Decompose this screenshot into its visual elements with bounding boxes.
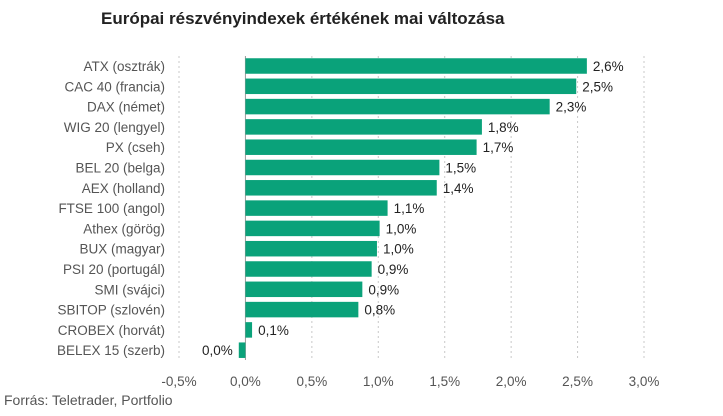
- bar: [245, 78, 577, 95]
- category-label: WIG 20 (lengyel): [64, 120, 165, 135]
- bar: [245, 159, 440, 176]
- value-label: 0,9%: [368, 282, 399, 297]
- x-tick-label: 2,5%: [562, 374, 593, 389]
- bar: [245, 98, 550, 115]
- x-tick-label: -0,5%: [161, 374, 196, 389]
- category-label: ATX (osztrák): [83, 59, 165, 74]
- category-label: BUX (magyar): [79, 242, 165, 257]
- category-label: PSI 20 (portugál): [63, 262, 165, 277]
- bar: [245, 220, 380, 237]
- x-tick-label: 2,0%: [496, 374, 527, 389]
- category-label: DAX (német): [87, 100, 165, 115]
- category-label: AEX (holland): [82, 181, 165, 196]
- labels: -0,5% 0,0% 0,5% 1,0% 1,5% 2,0% 2,5% 3,0% ATX (os…: [57, 59, 659, 389]
- value-label: 1,7%: [483, 140, 514, 155]
- value-label: 1,5%: [445, 161, 476, 176]
- bar: [245, 281, 363, 298]
- value-label: 1,8%: [488, 120, 519, 135]
- x-tick-label: 3,0%: [629, 374, 660, 389]
- x-tick-label: 0,5%: [296, 374, 327, 389]
- category-label: BELEX 15 (szerb): [57, 343, 165, 358]
- x-tick-label: 1,5%: [429, 374, 460, 389]
- value-label: 0,9%: [378, 262, 409, 277]
- bars: [238, 58, 587, 358]
- category-label: BEL 20 (belga): [75, 161, 165, 176]
- bar: [245, 180, 437, 196]
- bar: [245, 200, 388, 216]
- source-note: Forrás: Teletrader, Portfolio: [4, 392, 173, 408]
- value-label: 0,1%: [258, 323, 289, 338]
- bar: [238, 342, 246, 358]
- x-tick-label: 0,0%: [230, 374, 261, 389]
- category-label: CAC 40 (francia): [64, 79, 165, 94]
- value-label: 0,0%: [202, 343, 233, 358]
- category-label: Athex (görög): [83, 221, 165, 236]
- bar: [245, 261, 372, 277]
- value-label: 1,1%: [394, 201, 425, 216]
- category-label: PX (cseh): [106, 140, 165, 155]
- category-label: FTSE 100 (angol): [58, 201, 165, 216]
- value-label: 2,5%: [582, 79, 613, 94]
- category-label: SBITOP (szlovén): [57, 303, 165, 318]
- category-label: SMI (svájci): [95, 282, 166, 297]
- bar: [245, 240, 377, 257]
- value-label: 2,3%: [556, 100, 587, 115]
- value-label: 1,0%: [383, 242, 414, 257]
- bar: [245, 301, 359, 318]
- chart-title: Európai részvényindexek értékének mai vá…: [101, 9, 505, 28]
- bar: [245, 139, 477, 155]
- bar: [245, 322, 253, 338]
- category-label: CROBEX (horvát): [58, 323, 165, 338]
- bar: [245, 119, 482, 135]
- value-label: 0,8%: [364, 303, 395, 318]
- bar: [245, 58, 587, 74]
- value-label: 1,0%: [386, 221, 417, 236]
- x-tick-label: 1,0%: [363, 374, 394, 389]
- bar-chart: -0,5% 0,0% 0,5% 1,0% 1,5% 2,0% 2,5% 3,0% ATX (os…: [57, 56, 659, 389]
- value-label: 1,4%: [443, 181, 474, 196]
- value-label: 2,6%: [593, 59, 624, 74]
